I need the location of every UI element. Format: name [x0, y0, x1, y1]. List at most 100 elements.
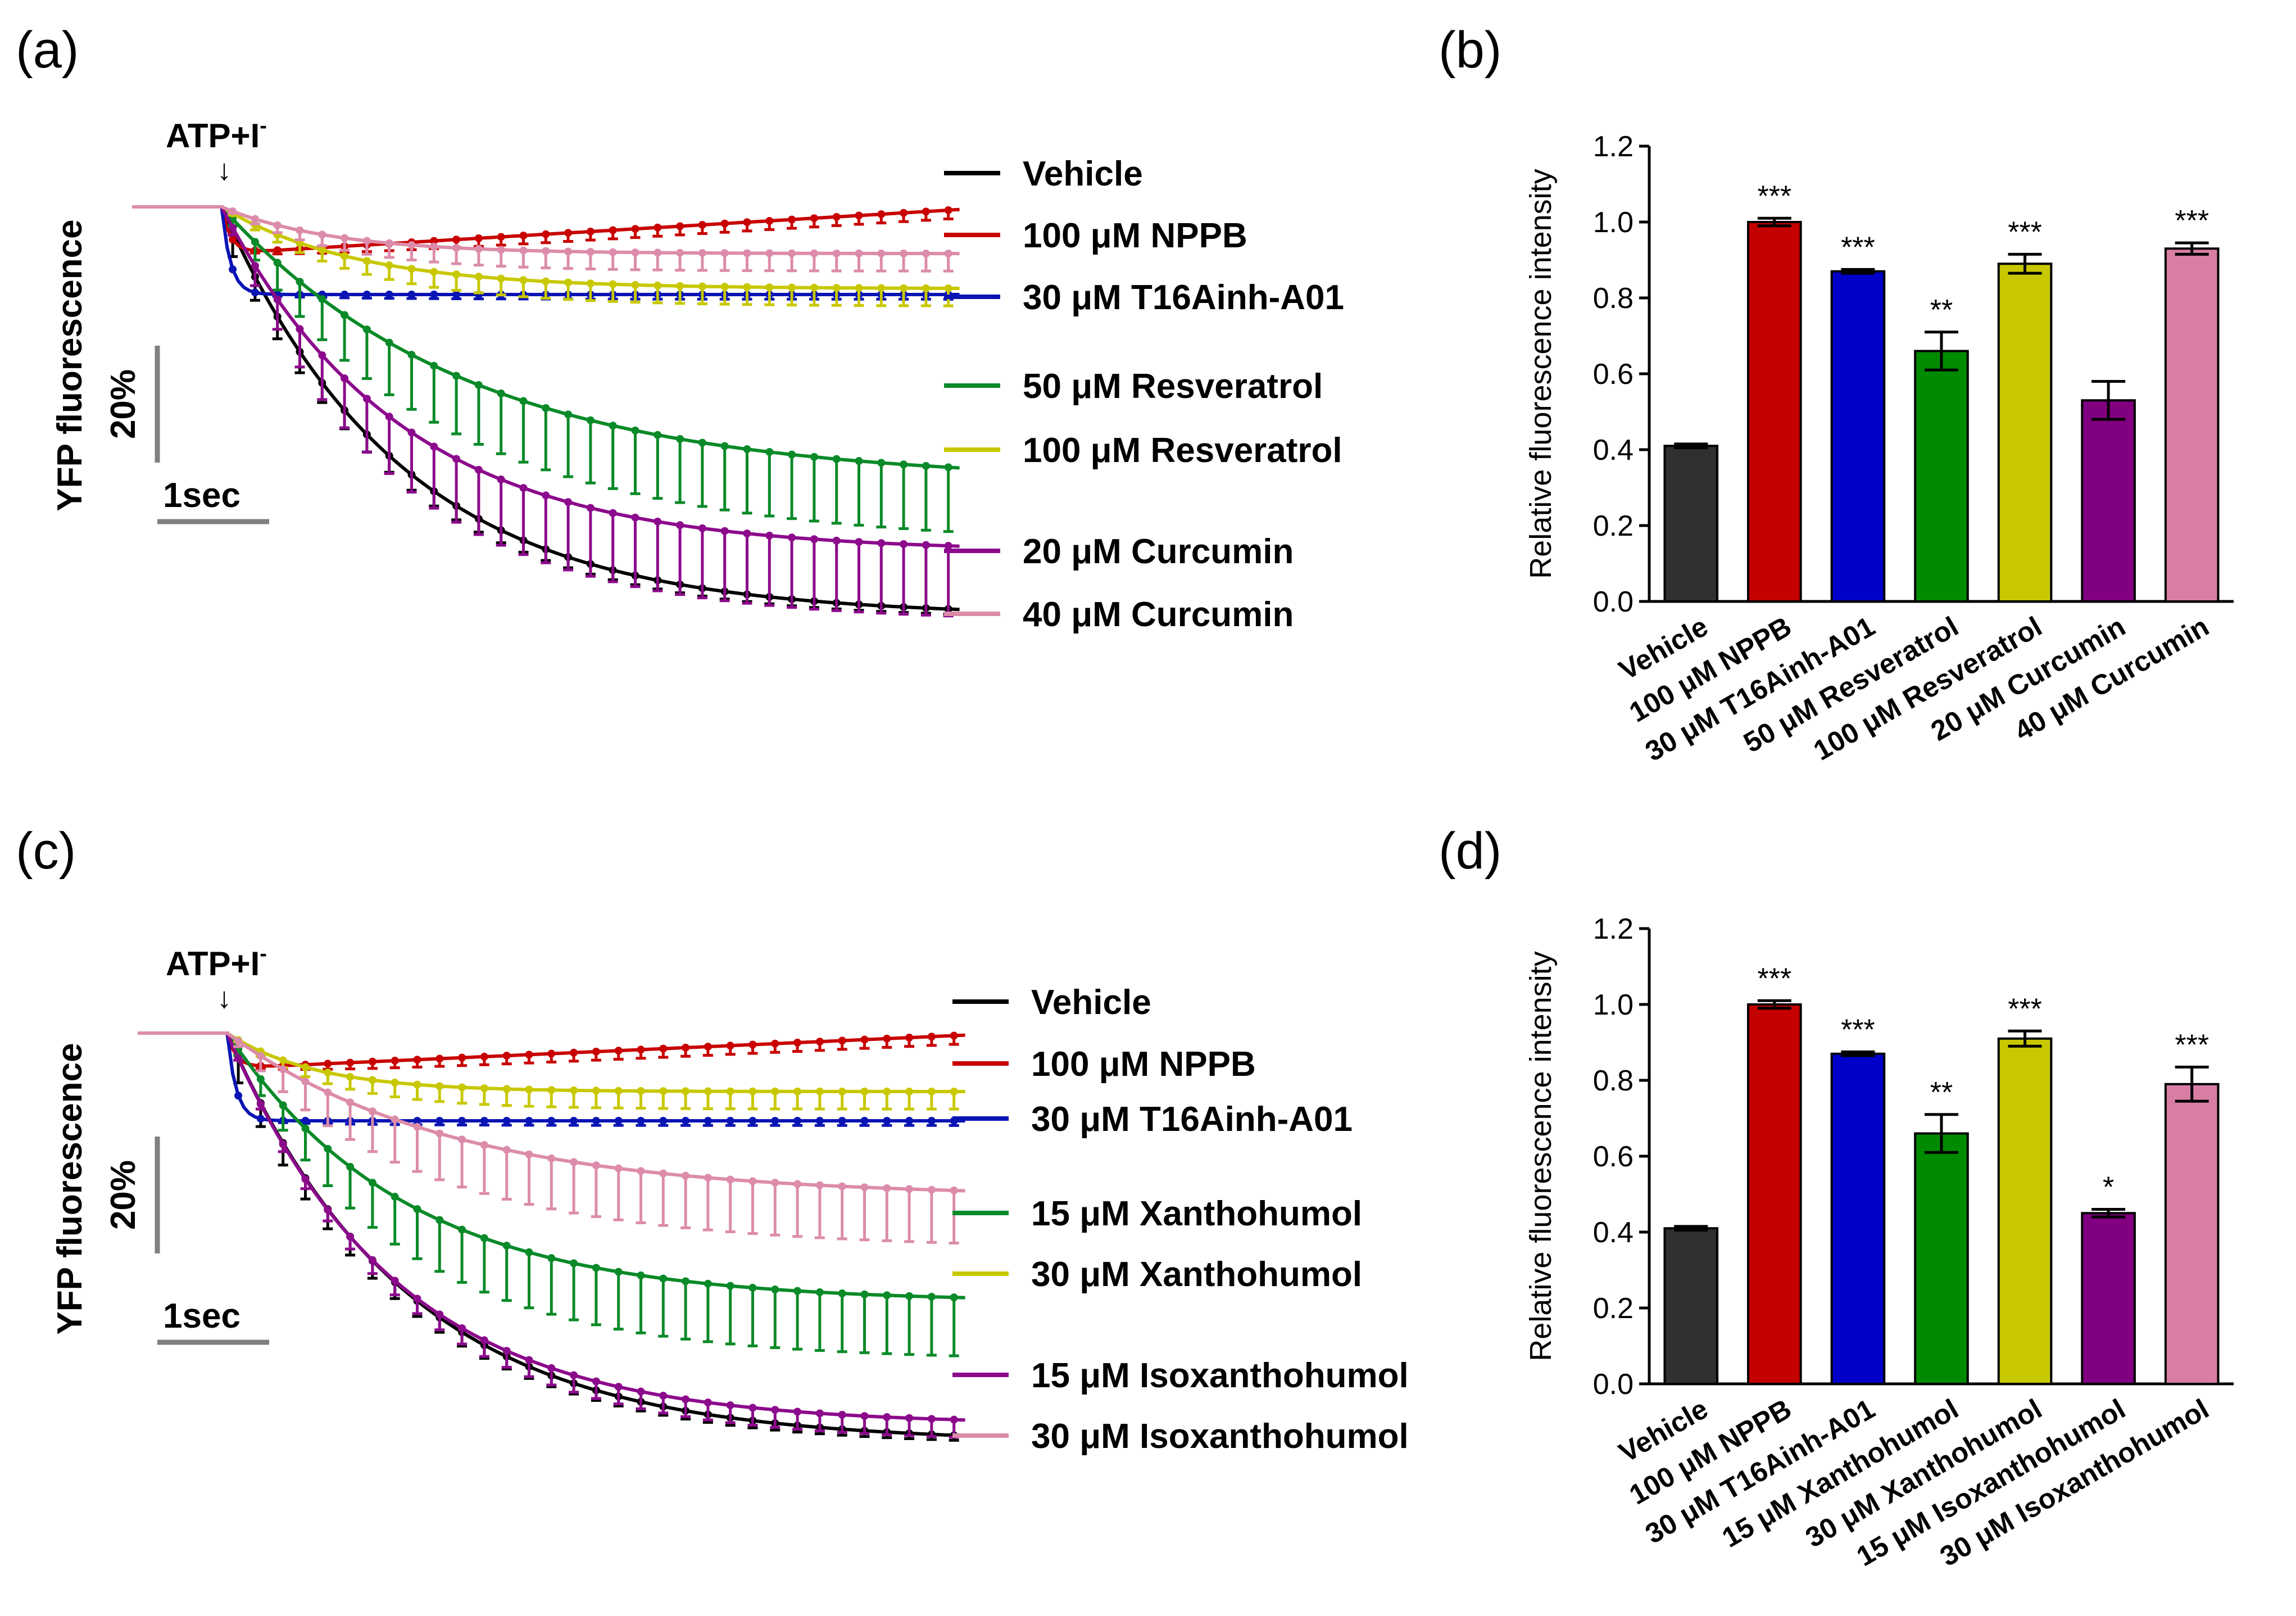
data-point [234, 1092, 243, 1100]
data-point [301, 1077, 310, 1085]
data-point [838, 1410, 846, 1419]
data-point [832, 249, 841, 257]
data-point [726, 1117, 734, 1125]
data-point [391, 1115, 399, 1124]
data-point [810, 535, 818, 544]
data-point [944, 284, 952, 292]
data-point [682, 1087, 690, 1096]
line-chart-a: ATP+I-↓ YFP fluorescence 20% 1sec [51, 114, 960, 618]
data-point [726, 1282, 734, 1290]
data-point [318, 295, 326, 304]
data-point [273, 259, 282, 267]
data-point [704, 1087, 712, 1096]
data-point [547, 1049, 556, 1058]
y-scale-bar-label: 20% [104, 369, 143, 439]
data-point [698, 249, 706, 257]
data-point [324, 1069, 332, 1077]
legend-label: 100 μM NPPB [1023, 216, 1247, 255]
data-point [654, 281, 662, 289]
data-point [659, 1117, 668, 1125]
series-3 [132, 205, 960, 533]
data-point [877, 459, 886, 467]
data-point [900, 540, 908, 549]
data-point [502, 1347, 511, 1355]
data-point [659, 1087, 668, 1096]
data-point [525, 1051, 533, 1059]
data-point [793, 1117, 802, 1125]
data-point [525, 1117, 533, 1125]
data-point [860, 1290, 869, 1298]
data-point [586, 504, 595, 512]
data-point [480, 1234, 488, 1242]
data-point [458, 1225, 466, 1234]
legend-label: Vehicle [1031, 983, 1151, 1022]
data-point [743, 445, 751, 454]
data-point [788, 249, 796, 257]
data-point [726, 1175, 734, 1184]
data-point [765, 216, 774, 225]
data-point [676, 222, 684, 230]
x-scale-bar-label: 1sec [163, 1297, 241, 1336]
data-point [502, 1242, 511, 1250]
data-point [659, 1169, 668, 1178]
data-point [413, 1080, 421, 1089]
data-point [883, 1087, 891, 1096]
data-point [413, 1122, 421, 1131]
data-point [905, 1414, 914, 1422]
data-point [480, 1336, 488, 1345]
data-point [435, 1082, 444, 1090]
data-point [407, 291, 416, 298]
y-tick-label: 1.2 [1593, 130, 1633, 163]
data-point [676, 282, 684, 290]
data-point [525, 1150, 533, 1158]
data-point [480, 1117, 488, 1125]
data-point [570, 1371, 578, 1379]
data-point [458, 1135, 466, 1144]
data-point [855, 538, 863, 546]
data-point [251, 288, 259, 297]
data-point [815, 1409, 824, 1418]
data-point [519, 276, 528, 284]
data-point [497, 233, 505, 241]
data-point [944, 463, 952, 472]
data-point [413, 1294, 421, 1303]
data-point [682, 1395, 690, 1404]
data-point [407, 428, 416, 437]
bar-chart-d: 0.0 0.2 0.4 0.6 0.8 1.0 1.2 Relative fluorescen… [1524, 913, 2234, 1572]
data-point [659, 1044, 668, 1053]
data-point [346, 1233, 355, 1241]
significance-label: ** [1930, 1076, 1953, 1109]
data-point [922, 207, 930, 216]
legend-label: 100 μM NPPB [1031, 1045, 1256, 1084]
data-point [609, 226, 617, 234]
data-point [877, 539, 886, 547]
bar [1830, 1052, 1886, 1385]
data-point [654, 248, 662, 257]
data-point [435, 1054, 444, 1063]
data-point [838, 1117, 846, 1125]
data-point [883, 1117, 891, 1125]
data-point [922, 284, 930, 292]
data-point [234, 1037, 243, 1045]
data-point [497, 389, 505, 397]
data-point [452, 455, 461, 463]
data-point [407, 241, 416, 250]
bar [1663, 445, 1719, 603]
data-point [654, 431, 662, 439]
data-point [519, 484, 528, 492]
data-point [788, 533, 796, 542]
y-tick-label: 0.4 [1593, 1216, 1633, 1249]
significance-label: *** [1841, 231, 1875, 264]
y-axis-label: YFP fluorescence [51, 1043, 89, 1334]
data-point [570, 1259, 578, 1268]
data-point [950, 1293, 958, 1302]
data-point [704, 1174, 712, 1182]
data-point [771, 1117, 779, 1125]
data-point [324, 1088, 332, 1097]
data-point [743, 283, 751, 291]
data-point [592, 1161, 600, 1170]
data-point [385, 291, 393, 298]
data-point [609, 422, 617, 430]
data-point [452, 270, 461, 279]
y-tick-label: 0.0 [1593, 586, 1633, 618]
